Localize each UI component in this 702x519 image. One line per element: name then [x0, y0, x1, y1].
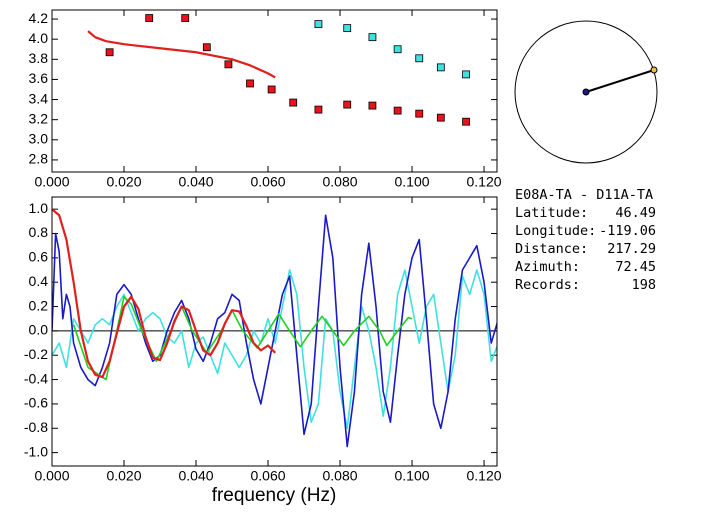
info-title: E08A-TA - D11A-TA	[515, 187, 653, 203]
y-tick-label: -0.8	[24, 419, 48, 435]
x-tick-label: 0.100	[395, 468, 430, 484]
point	[224, 60, 233, 69]
y-tick-label: -1.0	[24, 443, 48, 459]
y-tick-label: 1.0	[29, 200, 49, 216]
point	[393, 106, 402, 115]
point	[415, 54, 424, 63]
y-tick-label: 2.8	[29, 151, 49, 167]
plot-frame	[51, 9, 498, 173]
x-tick-label: 0.080	[323, 468, 358, 484]
azimuth-line	[585, 69, 655, 93]
y-tick-label: -0.6	[24, 395, 48, 411]
plot-frame	[51, 196, 498, 467]
point	[462, 70, 470, 79]
y-tick-label: 4.2	[29, 10, 49, 26]
y-tick-label: 0.0	[29, 322, 49, 338]
x-tick-label: 0.120	[467, 174, 502, 190]
y-tick-label: 0.8	[29, 224, 49, 240]
info-value: -119.06	[599, 223, 656, 239]
info-value: 46.49	[615, 205, 656, 221]
point	[343, 100, 352, 109]
info-label: Azimuth:	[515, 259, 580, 275]
station-dot	[582, 88, 590, 96]
x-tick-label: 0.060	[250, 174, 285, 190]
y-tick-label: 0.4	[29, 273, 49, 289]
azimuth-circle	[514, 20, 658, 164]
y-tick-label: 0.2	[29, 297, 49, 313]
x-tick-label: 0.120	[467, 468, 502, 484]
info-label: Latitude:	[515, 205, 588, 221]
info-value: 198	[632, 277, 656, 293]
point	[462, 117, 470, 126]
point	[393, 45, 402, 54]
point	[267, 85, 276, 94]
info-value: 217.29	[607, 241, 656, 257]
x-tick-label: 0.080	[323, 174, 358, 190]
x-tick-label: 0.040	[178, 174, 213, 190]
x-tick-label: 0.100	[395, 174, 430, 190]
y-tick-label: 0.6	[29, 249, 49, 265]
point	[145, 14, 154, 22]
y-tick-label: 3.0	[29, 131, 49, 147]
y-tick-label: 3.6	[29, 70, 49, 86]
line	[52, 214, 497, 448]
x-tick-label: 0.000	[34, 468, 69, 484]
y-tick-label: 3.2	[29, 110, 49, 126]
x-tick-label: 0.040	[178, 468, 213, 484]
point	[436, 63, 445, 72]
point	[202, 43, 211, 52]
point	[368, 101, 377, 110]
y-tick-label: -0.2	[24, 346, 48, 362]
info-label: Distance:	[515, 241, 588, 257]
info-value: 72.45	[615, 259, 656, 275]
point	[314, 105, 323, 114]
y-tick-label: -0.4	[24, 370, 48, 386]
point	[368, 33, 377, 42]
x-tick-label: 0.000	[34, 174, 69, 190]
point	[289, 98, 298, 107]
info-label: Longitude:	[515, 223, 596, 239]
y-tick-label: 3.4	[29, 90, 49, 106]
line	[52, 208, 277, 379]
point	[314, 20, 323, 28]
point	[436, 113, 445, 122]
point	[246, 79, 254, 88]
x-tick-label: 0.060	[250, 468, 285, 484]
point	[105, 48, 114, 57]
x-tick-label: 0.020	[106, 174, 141, 190]
station-dot	[650, 66, 658, 74]
y-tick-label: 4.0	[29, 30, 49, 46]
x-tick-label: 0.020	[106, 468, 141, 484]
line	[52, 269, 497, 430]
point	[181, 14, 190, 22]
x-axis-label: frequency (Hz)	[212, 485, 337, 506]
line	[87, 30, 276, 79]
info-label: Records:	[515, 277, 580, 293]
point	[415, 109, 424, 118]
point	[343, 24, 352, 33]
y-tick-label: 3.8	[29, 50, 49, 66]
